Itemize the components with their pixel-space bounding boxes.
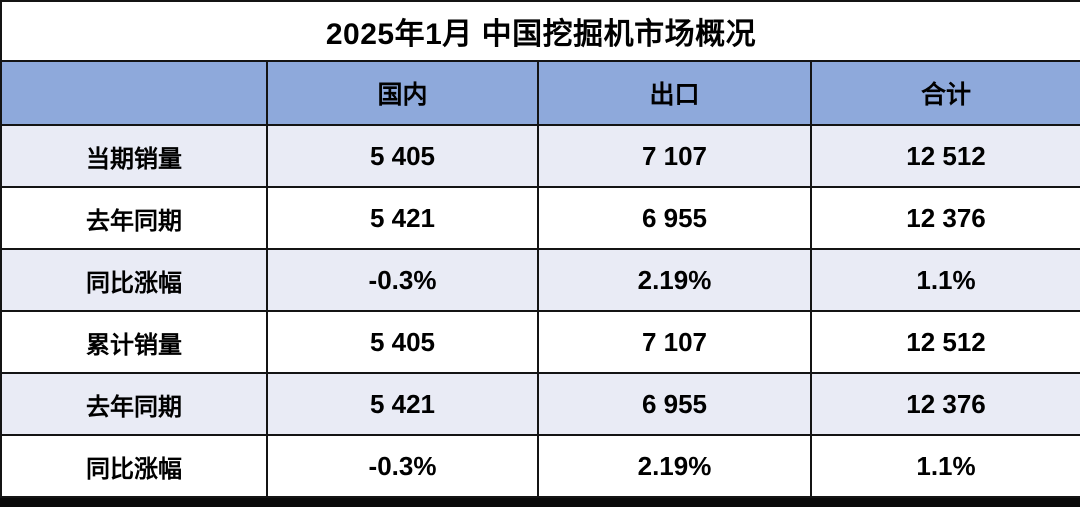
table-row-last-year-same-period: 去年同期 5 421 6 955 12 376 (0, 186, 1080, 250)
table-row-yoy-change-cumulative: 同比涨幅 -0.3% 2.19% 1.1% (0, 434, 1080, 498)
cell-value: 5 405 (266, 124, 539, 188)
cell-value: 1.1% (809, 434, 1080, 498)
cell-value: 7 107 (537, 124, 812, 188)
row-label: 同比涨幅 (0, 434, 268, 498)
cell-value: 5 405 (266, 310, 539, 374)
table-row-last-year-same-period-cumulative: 去年同期 5 421 6 955 12 376 (0, 372, 1080, 436)
market-table: 2025年1月 中国挖掘机市场概况 国内 出口 合计 当期销量 5 405 7 … (0, 0, 1080, 498)
header-cell-total: 合计 (809, 60, 1080, 126)
table-row-yoy-change: 同比涨幅 -0.3% 2.19% 1.1% (0, 248, 1080, 312)
cell-value: 2.19% (537, 248, 812, 312)
cell-value: 5 421 (266, 186, 539, 250)
table-row-current-sales: 当期销量 5 405 7 107 12 512 (0, 124, 1080, 188)
header-cell-domestic: 国内 (266, 60, 539, 126)
row-label: 累计销量 (0, 310, 268, 374)
row-label: 去年同期 (0, 186, 268, 250)
cell-value: -0.3% (266, 248, 539, 312)
cell-value: 12 376 (809, 372, 1080, 436)
table-row-cumulative-sales: 累计销量 5 405 7 107 12 512 (0, 310, 1080, 374)
cell-value: 12 512 (809, 310, 1080, 374)
cell-value: 6 955 (537, 186, 812, 250)
table-bottom-border (0, 498, 1080, 507)
row-label: 去年同期 (0, 372, 268, 436)
cell-value: 1.1% (809, 248, 1080, 312)
cell-value: 2.19% (537, 434, 812, 498)
row-label: 同比涨幅 (0, 248, 268, 312)
header-row: 国内 出口 合计 (0, 60, 1080, 126)
cell-value: -0.3% (266, 434, 539, 498)
header-cell-blank (0, 60, 268, 126)
header-cell-export: 出口 (537, 60, 812, 126)
row-label: 当期销量 (0, 124, 268, 188)
cell-value: 12 512 (809, 124, 1080, 188)
cell-value: 12 376 (809, 186, 1080, 250)
title-row: 2025年1月 中国挖掘机市场概况 (0, 0, 1080, 62)
cell-value: 6 955 (537, 372, 812, 436)
cell-value: 7 107 (537, 310, 812, 374)
table-title: 2025年1月 中国挖掘机市场概况 (0, 0, 1080, 62)
cell-value: 5 421 (266, 372, 539, 436)
